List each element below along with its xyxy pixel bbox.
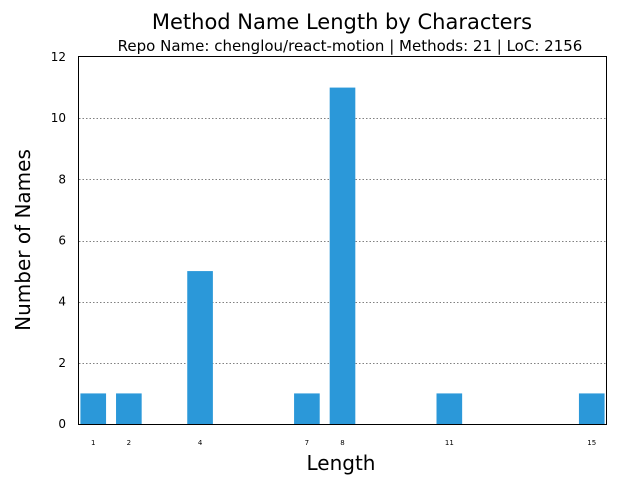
x-tick-label: 2 — [127, 439, 131, 447]
y-tick-label: 6 — [58, 234, 66, 248]
bar-15 — [578, 393, 605, 424]
y-tick-label: 2 — [58, 356, 66, 370]
x-axis-label: Length — [307, 451, 376, 475]
bar-8 — [329, 87, 356, 424]
y-axis-label: Number of Names — [11, 149, 35, 331]
y-tick-label: 8 — [58, 172, 66, 186]
x-tick-label: 1 — [91, 439, 95, 447]
bars — [80, 87, 605, 424]
chart-subtitle: Repo Name: chenglou/react-motion | Metho… — [118, 37, 583, 55]
bar-4 — [187, 271, 213, 424]
plot-frame — [78, 56, 607, 425]
bar-1 — [80, 393, 107, 424]
y-tick-label: 10 — [51, 111, 66, 125]
bar-7 — [294, 393, 320, 424]
chart-title: Method Name Length by Characters — [152, 10, 532, 34]
y-tick-label: 0 — [58, 417, 66, 431]
x-tick-label: 8 — [340, 439, 344, 447]
x-tick-label: 7 — [305, 439, 309, 447]
y-tick-label: 4 — [58, 295, 66, 309]
x-tick-label: 11 — [445, 439, 454, 447]
x-tick-label: 4 — [198, 439, 203, 447]
bar-11 — [436, 393, 463, 424]
y-tick-label: 12 — [51, 50, 66, 64]
y-tick-labels: 0 2 4 6 8 10 12 — [51, 50, 66, 431]
bar-2 — [116, 393, 142, 424]
x-tick-labels: 1 2 4 7 8 11 15 — [91, 439, 596, 447]
x-tick-label: 15 — [587, 439, 596, 447]
